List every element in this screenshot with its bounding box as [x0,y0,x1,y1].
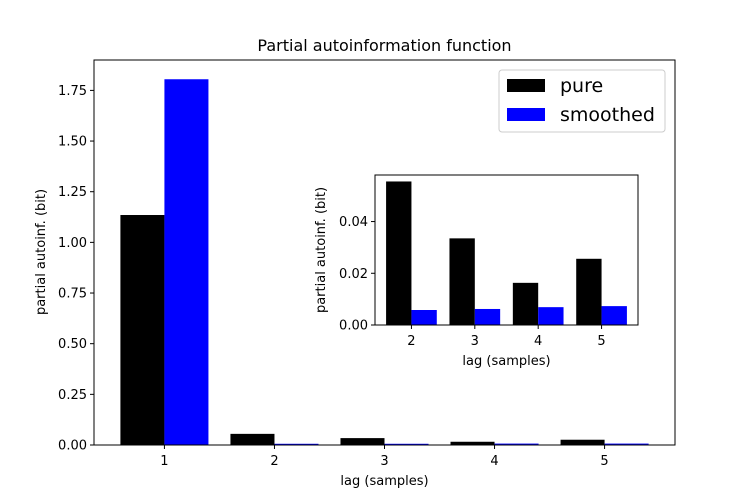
bar-smoothed-4 [494,443,539,445]
y-tick-label: 0.25 [58,388,87,403]
bar-smoothed-3 [384,443,429,445]
inset-x-axis-label: lag (samples) [462,354,550,369]
y-tick-label: 1.50 [58,135,87,150]
legend-swatch-pure [507,79,545,92]
main-chart: Partial autoinformation function 0.00 0.2… [34,36,676,489]
x-tick-label: 4 [534,334,542,349]
inset-y-axis-label: partial autoinf. (bit) [314,187,329,313]
main-x-axis-label: lag (samples) [340,474,428,489]
x-tick-label: 5 [600,454,608,469]
bar-smoothed-5 [601,306,627,325]
x-tick-label: 2 [270,454,278,469]
main-bars [120,79,649,445]
bar-pure-2 [230,433,275,445]
legend-label-pure: pure [560,75,603,97]
bar-smoothed-1 [164,79,209,445]
bar-pure-2 [386,181,412,325]
bar-smoothed-3 [474,308,501,325]
x-tick-label: 4 [490,454,498,469]
x-tick-label: 5 [597,334,605,349]
main-y-axis: 0.00 0.25 0.50 0.75 1.00 1.25 1.50 1.75 [58,84,94,454]
y-tick-label: 0.75 [58,287,87,302]
inset-y-axis: 0.00 0.02 0.04 [339,215,375,334]
inset-chart: 0.00 0.02 0.04 2 3 4 5 lag (samples) partial … [314,174,639,369]
y-tick-label: 0.02 [339,267,368,282]
legend-label-smoothed: smoothed [560,104,655,126]
x-tick-label: 3 [380,454,388,469]
legend: pure smoothed [498,69,666,133]
bar-pure-3 [340,438,385,445]
y-tick-label: 1.00 [58,236,87,251]
x-tick-label: 1 [160,454,168,469]
inset-bars [386,181,627,325]
bar-pure-4 [450,441,495,445]
main-x-axis: 1 2 3 4 5 [160,445,609,469]
y-tick-label: 0.00 [339,319,368,334]
bar-smoothed-2 [411,310,437,325]
y-tick-label: 1.75 [58,84,87,99]
y-tick-label: 0.00 [58,439,87,454]
inset-x-axis: 2 3 4 5 [407,325,606,349]
bar-pure-5 [560,439,605,445]
legend-swatch-smoothed [507,108,545,121]
x-tick-label: 3 [471,334,479,349]
bar-pure-1 [120,215,165,445]
bar-smoothed-2 [274,443,319,445]
bar-pure-5 [576,258,602,325]
y-tick-label: 0.04 [339,215,368,230]
y-tick-label: 0.50 [58,337,87,352]
x-tick-label: 2 [407,334,415,349]
bar-pure-3 [449,238,475,325]
bar-smoothed-4 [538,307,564,325]
main-y-axis-label: partial autoinf. (bit) [34,189,49,315]
bar-smoothed-5 [604,443,649,445]
inset-plot-frame [374,174,639,326]
y-tick-label: 1.25 [58,185,87,200]
bar-pure-4 [512,282,539,325]
chart-title: Partial autoinformation function [257,36,511,55]
